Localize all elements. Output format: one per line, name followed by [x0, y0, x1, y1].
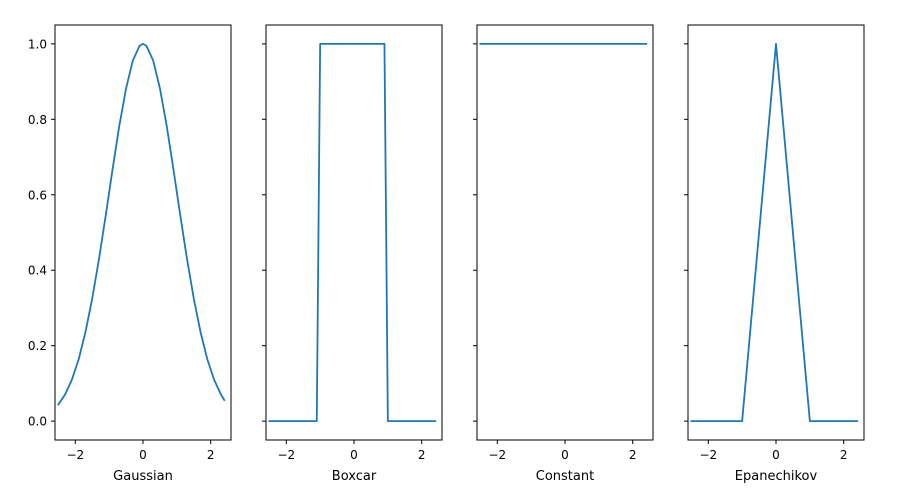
x-tick-label: 2: [629, 448, 637, 462]
axes-frame: [476, 24, 654, 441]
kernel-curve: [268, 42, 437, 423]
subplot-1: −2 0 2 0.0 0.2 0.4 0.6 0.8 1.0 Gaussian: [28, 24, 232, 484]
kernel-curve: [690, 42, 859, 423]
x-tick-label: 0: [561, 448, 569, 462]
y-tick-label: 0.2: [28, 339, 47, 353]
x-tick-label: −2: [488, 448, 506, 462]
axes-frame: [265, 24, 443, 441]
axes-frame: [54, 24, 232, 441]
x-tick-label: −2: [277, 448, 295, 462]
x-tick-label: 0: [139, 448, 147, 462]
y-tick-label: 0.8: [28, 113, 47, 127]
x-tick-label: 0: [350, 448, 358, 462]
x-axis-label: Gaussian: [113, 469, 173, 484]
x-tick-label: 0: [772, 448, 780, 462]
x-tick-label: 2: [840, 448, 848, 462]
x-tick-label: −2: [66, 448, 84, 462]
axes-frame: [687, 24, 865, 441]
x-axis-label: Epanechikov: [735, 469, 818, 484]
y-tick-label: 0.0: [28, 415, 47, 429]
x-tick-label: 2: [418, 448, 426, 462]
subplot-2: −2 0 2 Boxcar: [262, 24, 443, 484]
y-tick-label: 1.0: [28, 37, 47, 51]
x-tick-label: −2: [699, 448, 717, 462]
y-tick-label: 0.6: [28, 188, 47, 202]
subplot-4: −2 0 2 Epanechikov: [684, 24, 865, 484]
x-axis-label: Constant: [536, 469, 594, 484]
subplot-3: −2 0 2 Constant: [473, 24, 654, 484]
x-axis-label: Boxcar: [332, 469, 377, 484]
kernel-curve: [57, 42, 226, 406]
y-tick-label: 0.4: [28, 264, 47, 278]
x-tick-label: 2: [207, 448, 215, 462]
